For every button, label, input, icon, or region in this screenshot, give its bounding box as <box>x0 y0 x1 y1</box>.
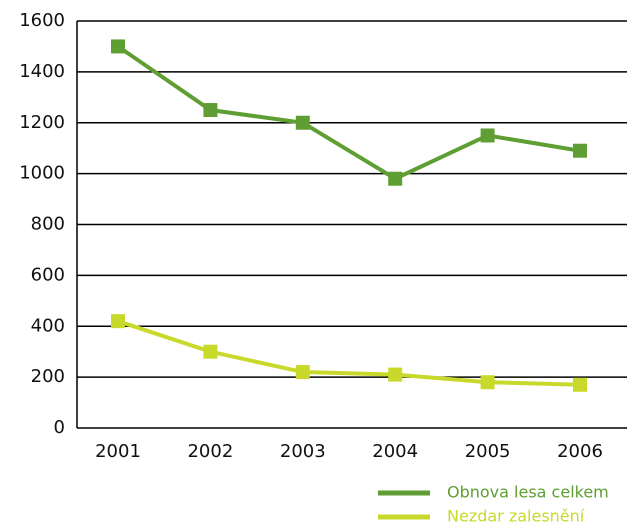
legend-label: Obnova lesa celkem <box>447 483 609 502</box>
legend-label: Nezdar zalesnění <box>447 507 585 526</box>
point-marker <box>480 375 495 390</box>
point-marker <box>203 103 218 118</box>
series-line <box>117 319 581 387</box>
point-marker <box>388 171 403 186</box>
y-tick-label: 1000 <box>19 163 65 184</box>
point-marker <box>295 115 310 130</box>
y-tick-label: 400 <box>31 315 65 336</box>
y-tick-label: 1200 <box>19 112 65 133</box>
point-marker <box>295 365 310 380</box>
point-marker <box>203 344 218 359</box>
point-marker <box>480 128 495 143</box>
x-tick-label: 2005 <box>465 441 511 462</box>
point-marker <box>388 367 403 382</box>
y-tick-label: 200 <box>31 366 65 387</box>
series-line <box>116 44 581 181</box>
y-tick-label: 600 <box>31 264 65 285</box>
x-tick-label: 2004 <box>372 441 418 462</box>
x-tick-label: 2006 <box>557 441 603 462</box>
y-tick-label: 1600 <box>19 10 65 31</box>
x-tick-label: 2002 <box>187 441 233 462</box>
x-tick-label: 2003 <box>280 441 326 462</box>
y-tick-label: 800 <box>31 214 65 235</box>
y-tick-label: 1400 <box>19 61 65 82</box>
point-marker <box>573 377 587 392</box>
point-marker <box>573 143 587 158</box>
x-tick-label: 2001 <box>95 441 141 462</box>
point-marker <box>111 39 125 54</box>
point-marker <box>111 314 125 329</box>
y-tick-label: 0 <box>54 417 65 438</box>
